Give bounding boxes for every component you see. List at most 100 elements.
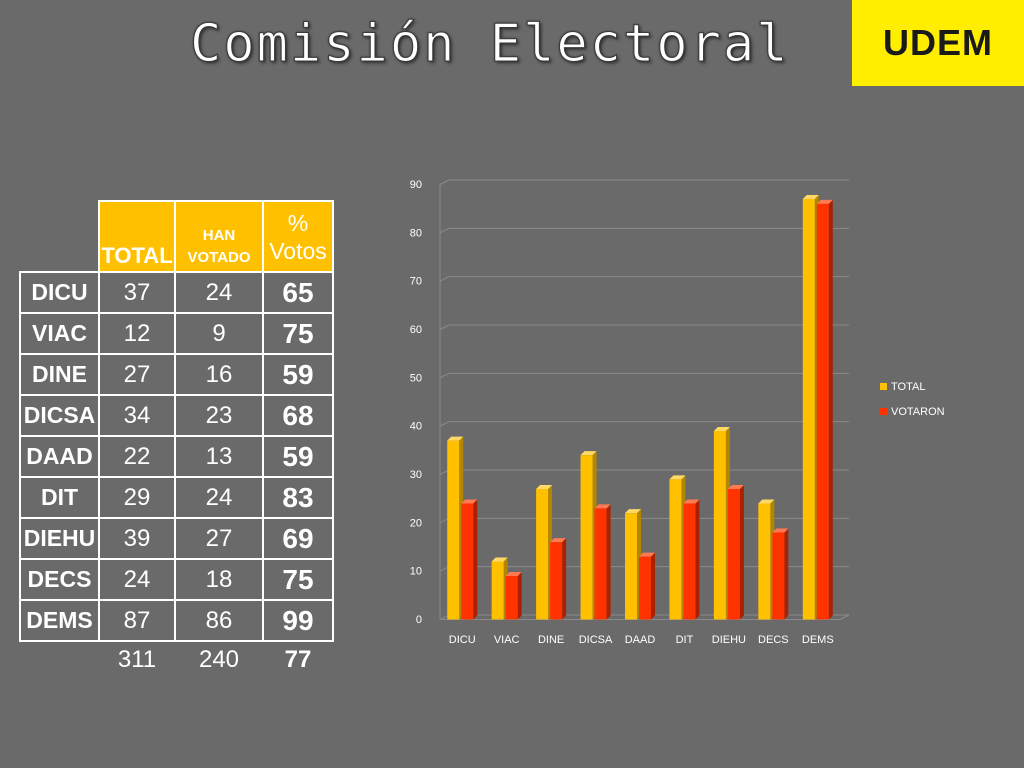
total-cell: 37 bbox=[98, 271, 176, 314]
header-pct-votos: % Votos bbox=[262, 200, 334, 273]
pct-cell: 83 bbox=[262, 476, 334, 519]
y-tick-label: 70 bbox=[410, 276, 422, 288]
votes-table: TOTAL HAN VOTADO % Votos DICU 37 24 65 VIAC 1… bbox=[19, 200, 334, 678]
bar-side-votaron bbox=[828, 199, 833, 620]
dept-cell: DINE bbox=[19, 353, 100, 396]
summary-blank bbox=[20, 641, 99, 678]
dept-cell: DICSA bbox=[19, 394, 100, 437]
x-tick-label: VIAC bbox=[494, 634, 520, 646]
bar-total bbox=[580, 455, 593, 620]
summary-row: 311 240 77 bbox=[20, 641, 333, 678]
table-row: DICSA 34 23 68 bbox=[19, 394, 334, 437]
bar-side-votaron bbox=[695, 499, 700, 620]
total-cell: 27 bbox=[98, 353, 176, 396]
logo-text: UDEM bbox=[883, 22, 993, 63]
bar-top-total bbox=[802, 195, 819, 199]
bar-side-votaron bbox=[784, 528, 789, 620]
dept-cell: DEMS bbox=[19, 599, 100, 642]
bar-side-votaron bbox=[606, 504, 611, 620]
gridline-side bbox=[439, 276, 450, 282]
bar-top-votaron bbox=[505, 572, 522, 576]
gridline-side bbox=[439, 227, 450, 234]
pct-cell: 59 bbox=[262, 353, 334, 396]
total-cell: 34 bbox=[98, 394, 176, 437]
pct-cell: 75 bbox=[262, 312, 334, 355]
gridline-side bbox=[439, 324, 450, 330]
voted-cell: 18 bbox=[174, 558, 264, 601]
bar-top-votaron bbox=[639, 552, 655, 557]
pct-cell: 65 bbox=[262, 271, 334, 314]
header-pct-line1: % bbox=[287, 209, 309, 236]
dept-cell: DICU bbox=[19, 271, 100, 314]
bar-votaron bbox=[683, 503, 696, 620]
x-tick-label: DIEHU bbox=[712, 634, 746, 646]
bar-side-votaron bbox=[651, 552, 655, 620]
bar-side-votaron bbox=[473, 499, 478, 620]
y-tick-label: 60 bbox=[410, 324, 422, 336]
legend-label-total: TOTAL bbox=[891, 381, 925, 393]
bar-top-votaron bbox=[816, 199, 833, 204]
bar-total bbox=[447, 440, 460, 620]
header-blank-cell bbox=[20, 201, 99, 272]
total-cell: 22 bbox=[98, 435, 176, 478]
bar-top-total bbox=[580, 451, 597, 456]
total-cell: 29 bbox=[98, 476, 176, 519]
bar-total bbox=[491, 561, 504, 620]
bar-votaron bbox=[550, 542, 563, 620]
bar-total bbox=[713, 431, 726, 620]
voted-cell: 9 bbox=[174, 312, 264, 355]
bar-side-votaron bbox=[562, 538, 567, 620]
floor-edge bbox=[839, 614, 850, 620]
bar-total bbox=[758, 503, 771, 620]
bar-top-votaron bbox=[727, 485, 744, 489]
total-cell: 87 bbox=[98, 599, 176, 642]
bar-top-total bbox=[758, 499, 775, 504]
header-han-line1: HAN bbox=[202, 227, 236, 244]
bar-total bbox=[625, 513, 637, 620]
y-tick-label: 80 bbox=[410, 227, 422, 239]
votes-bar-chart: 0 10 20 30 40 50 60 70 80 90 DICU VIAC DINE DICSA DAAD… bbox=[410, 179, 945, 646]
legend-label-votaron: VOTARON bbox=[891, 406, 945, 418]
x-tick-label: DAAD bbox=[625, 634, 656, 646]
x-tick-label: DIT bbox=[676, 634, 694, 646]
bar-top-votaron bbox=[683, 499, 700, 504]
dept-cell: DECS bbox=[19, 558, 100, 601]
pct-cell: 99 bbox=[262, 599, 334, 642]
bar-total bbox=[669, 479, 682, 620]
gridline-side bbox=[439, 421, 450, 427]
y-tick-label: 10 bbox=[410, 566, 422, 578]
header-total: TOTAL bbox=[98, 200, 176, 273]
x-tick-label: DEMS bbox=[802, 634, 834, 646]
y-tick-label: 90 bbox=[410, 179, 422, 191]
voted-cell: 13 bbox=[174, 435, 264, 478]
bar-top-total bbox=[491, 557, 508, 562]
bar-side-votaron bbox=[739, 485, 744, 620]
y-tick-label: 20 bbox=[410, 517, 422, 529]
x-tick-label: DINE bbox=[538, 634, 564, 646]
y-tick-label: 30 bbox=[410, 469, 422, 481]
header-pct-line2: Votos bbox=[269, 237, 327, 264]
table-body: DICU 37 24 65 VIAC 12 9 75 DINE 27 16 59 DICSA 34 23 68… bbox=[19, 271, 334, 678]
total-cell: 39 bbox=[98, 517, 176, 560]
table-row: DAAD 22 13 59 bbox=[19, 435, 334, 478]
bar-top-total bbox=[713, 427, 730, 431]
gridline-side bbox=[439, 372, 450, 379]
bar-votaron bbox=[639, 556, 651, 620]
summary-total: 311 bbox=[117, 646, 157, 673]
voted-cell: 23 bbox=[174, 394, 264, 437]
bar-top-total bbox=[625, 509, 641, 514]
table-row: VIAC 12 9 75 bbox=[19, 312, 334, 355]
pct-cell: 75 bbox=[262, 558, 334, 601]
dept-cell: DIEHU bbox=[19, 517, 100, 560]
table-row: DIEHU 39 27 69 bbox=[19, 517, 334, 560]
bar-total bbox=[536, 489, 549, 620]
bar-top-votaron bbox=[772, 528, 789, 533]
bar-votaron bbox=[727, 489, 740, 620]
table-row: DINE 27 16 59 bbox=[19, 353, 334, 396]
legend-swatch-total bbox=[880, 383, 887, 390]
voted-cell: 24 bbox=[174, 476, 264, 519]
bar-top-total bbox=[536, 485, 553, 489]
page-title: Comisión Electoral bbox=[190, 14, 790, 75]
bar-top-votaron bbox=[461, 499, 478, 504]
table-row: DECS 24 18 75 bbox=[19, 558, 334, 601]
